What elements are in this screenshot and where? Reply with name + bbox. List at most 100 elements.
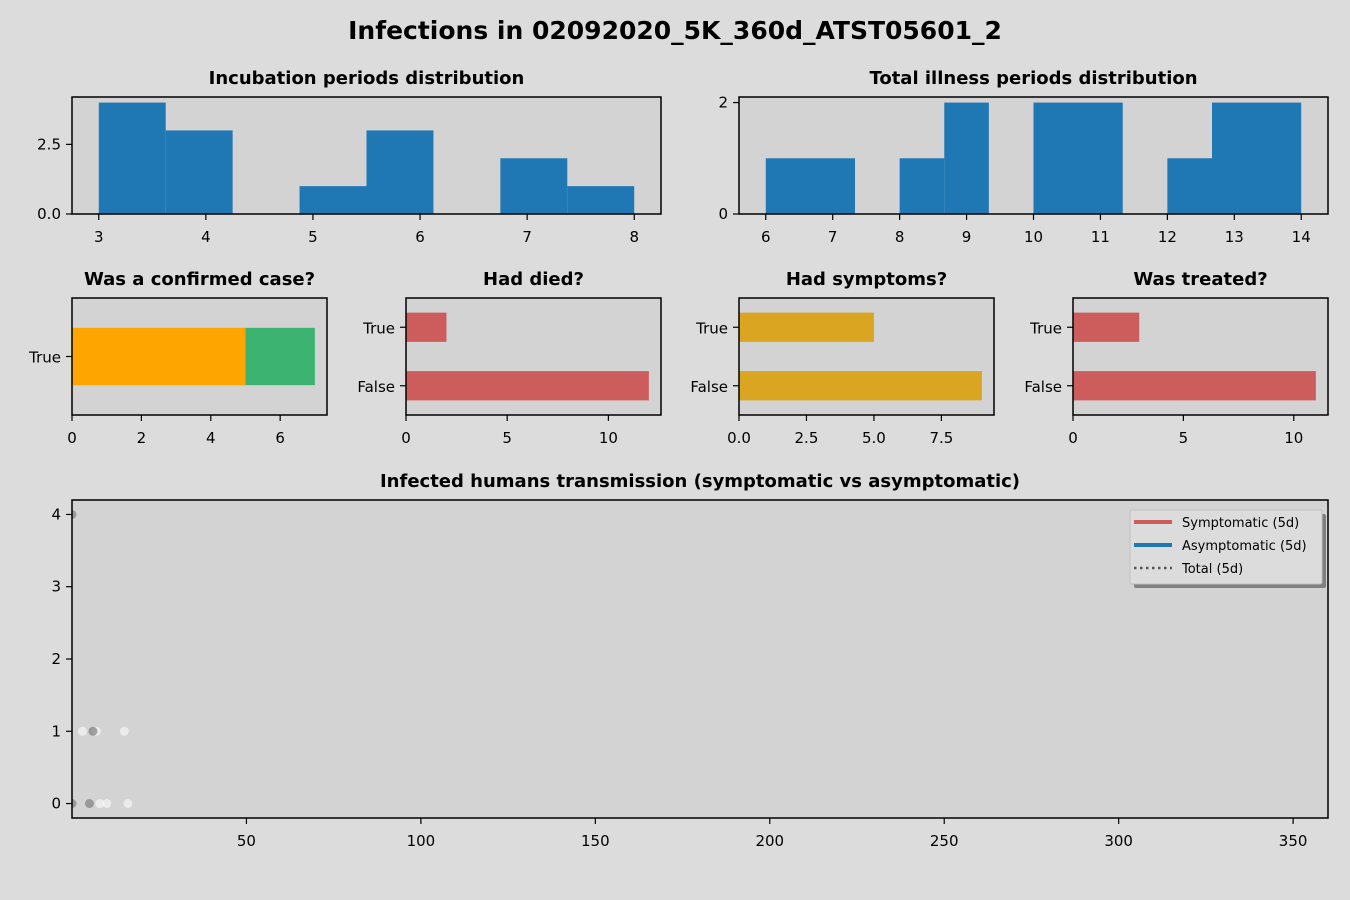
incubation-bar xyxy=(366,130,434,214)
incubation-xtick-label: 6 xyxy=(415,228,425,246)
symptoms-bar xyxy=(739,371,982,401)
transmission-xtick-label: 100 xyxy=(407,832,436,850)
illness-bar xyxy=(944,102,989,214)
transmission-ytick-label: 2 xyxy=(51,650,61,668)
symptoms-title: Had symptoms? xyxy=(786,269,947,290)
transmission-xtick-label: 300 xyxy=(1104,832,1133,850)
chart-incubation: Incubation periods distribution 3 4 5 6 7 8 0.0… xyxy=(37,68,662,246)
illness-bar xyxy=(1212,102,1302,214)
treated-xtick-label: 10 xyxy=(1284,429,1303,447)
treated-ytick-label: True xyxy=(1029,319,1062,337)
illness-xtick-label: 7 xyxy=(828,228,838,246)
transmission-xtick-label: 150 xyxy=(581,832,610,850)
incubation-ytick-label: 0.0 xyxy=(37,205,61,223)
legend-box xyxy=(1129,509,1323,585)
transmission-legend: Symptomatic (5d) Asymptomatic (5d) Total (… xyxy=(1129,509,1326,588)
confirmed-xtick-label: 4 xyxy=(206,429,216,447)
incubation-xtick-label: 8 xyxy=(629,228,639,246)
incubation-bar xyxy=(567,186,635,214)
figure-title: Infections in 02092020_5K_360d_ATST05601… xyxy=(348,16,1002,45)
incubation-ytick-label: 2.5 xyxy=(37,135,61,153)
illness-xtick-label: 9 xyxy=(962,228,972,246)
confirmed-xtick-label: 2 xyxy=(137,429,147,447)
died-xtick-label: 10 xyxy=(599,429,618,447)
symptoms-xtick-label: 5.0 xyxy=(862,429,886,447)
transmission-point-light xyxy=(123,799,133,809)
illness-bar xyxy=(1033,102,1123,214)
chart-treated: Was treated? 0 5 10 True False xyxy=(1024,269,1329,447)
transmission-xtick-label: 200 xyxy=(755,832,784,850)
confirmed-ytick-label: True xyxy=(28,349,61,367)
confirmed-bar xyxy=(72,327,246,386)
illness-bar xyxy=(1167,158,1213,214)
illness-xtick-label: 10 xyxy=(1024,228,1043,246)
treated-bar xyxy=(1073,371,1316,401)
illness-xtick-label: 13 xyxy=(1225,228,1244,246)
incubation-xtick-label: 3 xyxy=(94,228,104,246)
legend-label: Total (5d) xyxy=(1181,562,1243,577)
transmission-ytick-label: 1 xyxy=(51,722,61,740)
incubation-title: Incubation periods distribution xyxy=(209,68,525,89)
illness-bar xyxy=(765,158,855,214)
transmission-point-dark xyxy=(88,726,98,736)
illness-title: Total illness periods distribution xyxy=(869,68,1197,89)
incubation-xtick-label: 7 xyxy=(522,228,532,246)
confirmed-xtick-label: 6 xyxy=(275,429,285,447)
illness-xtick-label: 12 xyxy=(1158,228,1177,246)
incubation-xtick-label: 5 xyxy=(308,228,318,246)
charts-group: Incubation periods distribution 3 4 5 6 7 8 0.0… xyxy=(28,68,1329,850)
transmission-axes-bg xyxy=(72,500,1328,818)
illness-ytick-label: 0 xyxy=(718,205,728,223)
treated-xtick-label: 5 xyxy=(1179,429,1189,447)
symptoms-xtick-label: 2.5 xyxy=(795,429,819,447)
chart-confirmed: Was a confirmed case? 0 2 4 6 True xyxy=(28,269,328,447)
treated-title: Was treated? xyxy=(1133,269,1267,290)
transmission-xtick-label: 250 xyxy=(930,832,959,850)
confirmed-title: Was a confirmed case? xyxy=(84,269,315,290)
illness-xtick-label: 6 xyxy=(761,228,771,246)
symptoms-xtick-label: 0.0 xyxy=(727,429,751,447)
transmission-point-light xyxy=(77,726,87,736)
incubation-bar xyxy=(299,186,367,214)
illness-ytick-label: 2 xyxy=(718,94,728,112)
transmission-ytick-label: 4 xyxy=(51,505,61,523)
treated-bar xyxy=(1073,312,1140,342)
died-ytick-label: True xyxy=(362,319,395,337)
legend-label: Asymptomatic (5d) xyxy=(1182,539,1307,554)
died-axes-border xyxy=(405,297,662,416)
died-ytick-label: False xyxy=(357,378,395,396)
chart-transmission: Infected humans transmission (symptomati… xyxy=(51,471,1329,850)
illness-bar xyxy=(899,158,945,214)
incubation-bar xyxy=(500,158,568,214)
transmission-point-light xyxy=(119,726,129,736)
died-bar xyxy=(406,312,447,342)
illness-xtick-label: 8 xyxy=(895,228,905,246)
died-xtick-label: 0 xyxy=(401,429,411,447)
transmission-xtick-label: 350 xyxy=(1279,832,1308,850)
transmission-point-dark xyxy=(72,799,77,809)
symptoms-ytick-label: False xyxy=(690,378,728,396)
died-bar xyxy=(406,371,649,401)
transmission-points xyxy=(72,509,133,809)
symptoms-axes-border xyxy=(738,297,995,416)
transmission-point-light xyxy=(102,799,112,809)
symptoms-bar xyxy=(739,312,874,342)
died-title: Had died? xyxy=(483,269,584,290)
transmission-point-light xyxy=(95,799,105,809)
transmission-xtick-label: 50 xyxy=(237,832,256,850)
transmission-point-dark xyxy=(84,799,94,809)
incubation-axes-border xyxy=(71,96,662,215)
incubation-bar xyxy=(165,130,233,214)
legend-label: Symptomatic (5d) xyxy=(1182,516,1299,531)
treated-ytick-label: False xyxy=(1024,378,1062,396)
illness-xtick-label: 14 xyxy=(1292,228,1311,246)
died-xtick-label: 5 xyxy=(502,429,512,447)
treated-xtick-label: 0 xyxy=(1068,429,1078,447)
confirmed-xtick-label: 0 xyxy=(67,429,77,447)
transmission-title: Infected humans transmission (symptomati… xyxy=(380,471,1020,492)
treated-axes-border xyxy=(1072,297,1329,416)
transmission-ytick-label: 0 xyxy=(51,795,61,813)
chart-symptoms: Had symptoms? 0.0 2.5 5.0 7.5 True False xyxy=(690,269,995,447)
symptoms-ytick-label: True xyxy=(695,319,728,337)
